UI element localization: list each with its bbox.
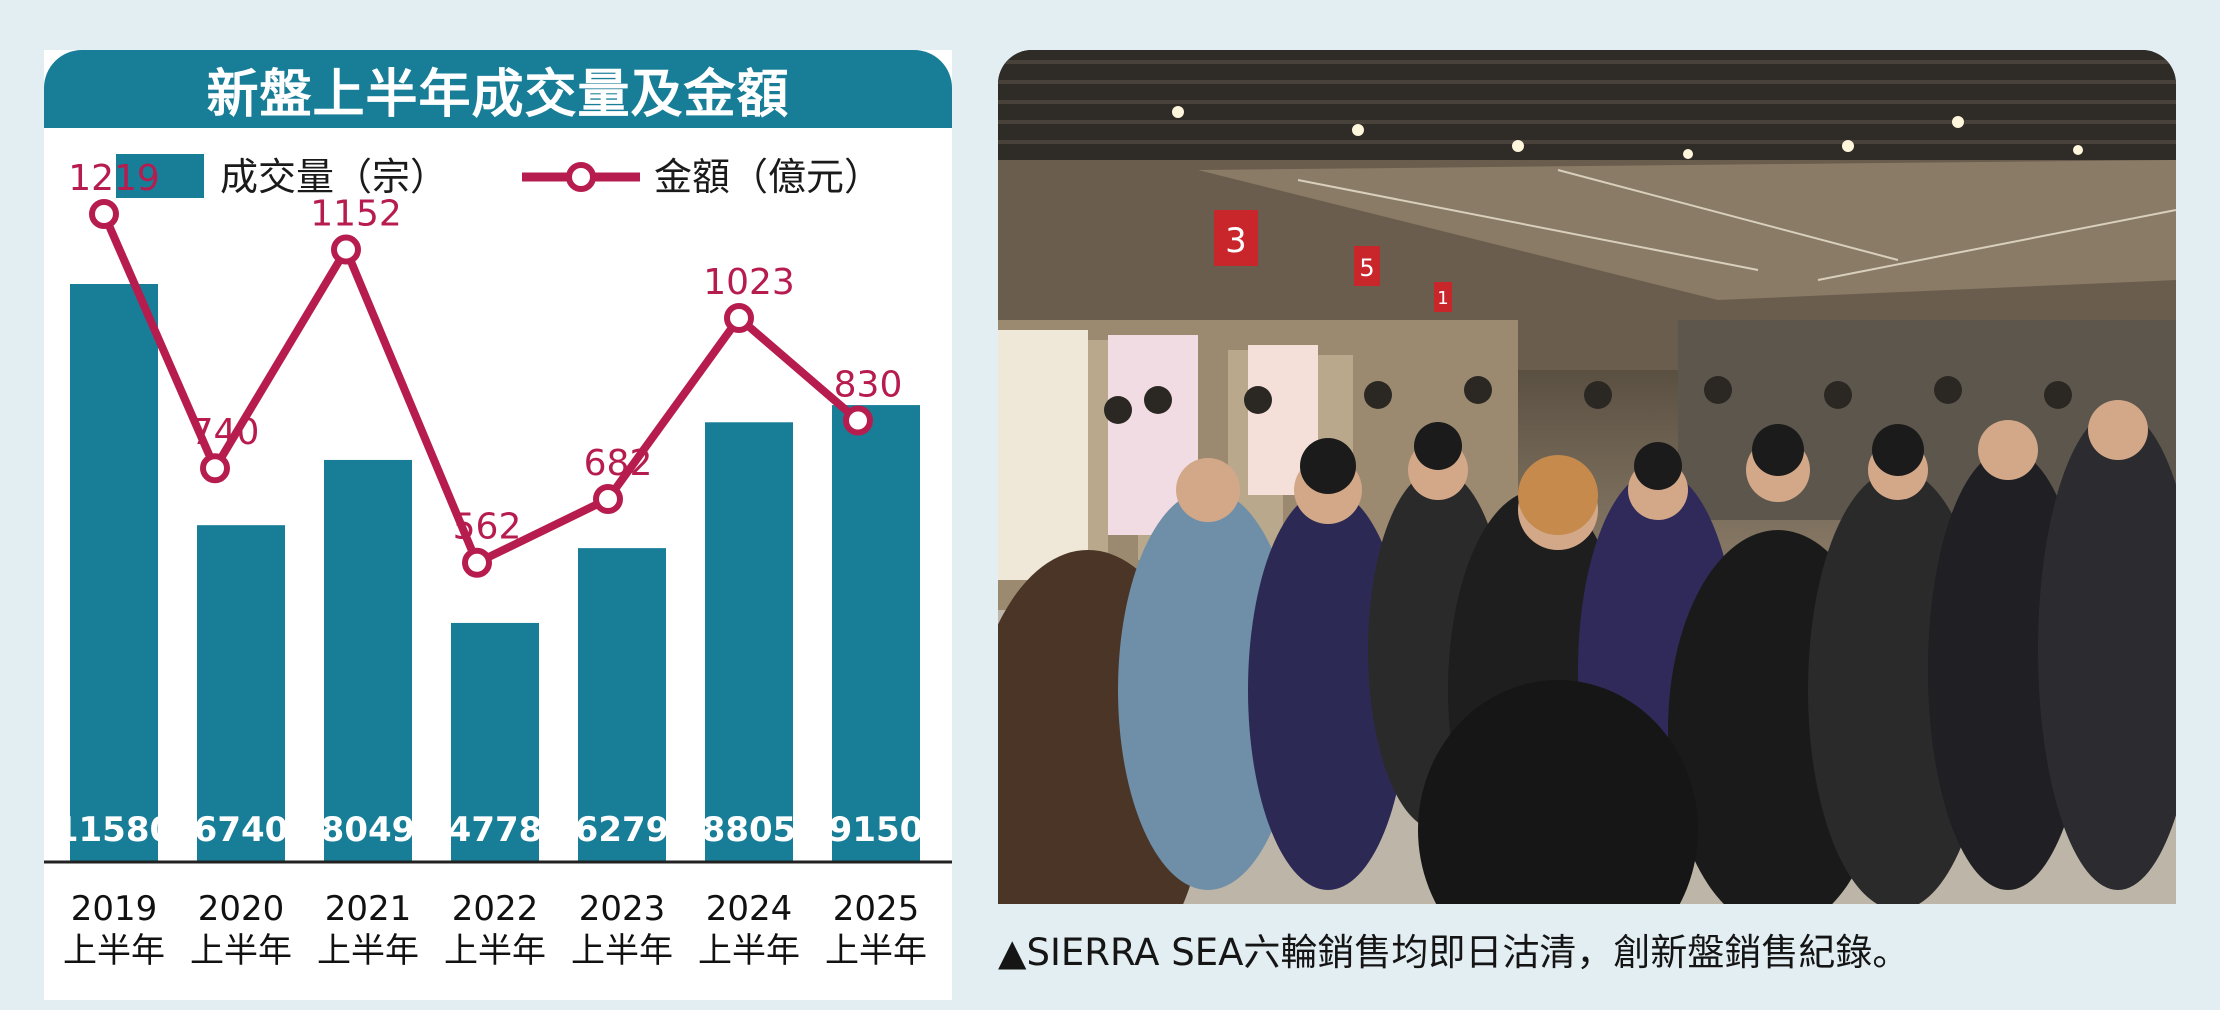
bar-value-label-2021: 8049 xyxy=(321,810,416,850)
bar-2019 xyxy=(70,284,158,861)
x-tick-year-2022: 2022 xyxy=(452,889,539,929)
bar-value-label-2022: 4778 xyxy=(448,810,543,850)
svg-text:3: 3 xyxy=(1225,221,1247,261)
line-value-label-2019: 1219 xyxy=(68,158,160,199)
legend-line-marker xyxy=(566,162,596,192)
x-tick-half-2019: 上半年 xyxy=(63,931,165,971)
svg-text:1: 1 xyxy=(1437,288,1448,309)
crowd-photo-icon: 3 5 1 xyxy=(998,50,2176,904)
bar-2021 xyxy=(324,459,412,861)
bar-value-label-2023: 6279 xyxy=(575,810,670,850)
bar-2024 xyxy=(705,422,793,861)
line-value-label-2025: 830 xyxy=(834,364,903,405)
booth-sign-5 xyxy=(1354,246,1380,286)
line-layer xyxy=(89,199,873,578)
exhibition-crowd-photo: 3 5 1 xyxy=(998,50,2176,904)
booth-sign-1 xyxy=(1434,282,1452,312)
x-tick-half-2022: 上半年 xyxy=(444,931,546,971)
line-point-2021 xyxy=(331,234,361,265)
chart-title: 新盤上半年成交量及金額 xyxy=(206,64,790,125)
line-point-2019 xyxy=(89,199,119,229)
photo-caption: ▲SIERRA SEA六輪銷售均即日沽清，創新盤銷售紀錄。 xyxy=(998,931,1910,974)
x-tick-half-2021: 上半年 xyxy=(317,931,419,971)
line-point-2022 xyxy=(462,547,492,578)
x-tick-half-2023: 上半年 xyxy=(571,931,673,971)
bar-value-label-2025: 9150 xyxy=(829,810,924,850)
bar-value-label-2024: 8805 xyxy=(702,810,797,850)
bar-2020 xyxy=(197,525,285,861)
x-tick-year-2024: 2024 xyxy=(706,889,793,929)
booth-sign-3 xyxy=(1214,210,1258,266)
bar-value-label-2020: 6740 xyxy=(194,810,289,850)
line-value-label-2020: 740 xyxy=(191,412,260,453)
x-tick-half-2020: 上半年 xyxy=(190,931,292,971)
bars-layer xyxy=(70,284,920,861)
bar-2023 xyxy=(578,548,666,861)
svg-text:5: 5 xyxy=(1359,254,1374,282)
line-value-label-2021: 1152 xyxy=(310,194,402,235)
x-tick-year-2020: 2020 xyxy=(198,889,285,929)
legend-line-label: 金額（億元） xyxy=(654,155,882,199)
legend-bar-swatch xyxy=(116,154,204,198)
x-tick-half-2024: 上半年 xyxy=(698,931,800,971)
bar-value-label-2019: 11580 xyxy=(55,810,173,850)
bar-2022 xyxy=(451,622,539,861)
x-tick-half-2025: 上半年 xyxy=(825,931,927,971)
line-point-2024 xyxy=(724,303,754,334)
x-tick-year-2021: 2021 xyxy=(325,889,412,929)
x-tick-year-2023: 2023 xyxy=(579,889,666,929)
x-tick-year-2019: 2019 xyxy=(71,889,158,929)
chart-title-banner: 新盤上半年成交量及金額 xyxy=(44,50,952,128)
chart-svg: 成交量（宗） 金額（億元） 115802019上半年67402020上半年804… xyxy=(44,154,952,971)
bar-2025 xyxy=(832,405,920,861)
line-point-2020 xyxy=(200,453,230,484)
line-value-label-2022: 562 xyxy=(453,507,522,548)
chart-panel: 新盤上半年成交量及金額 成交量（宗） 金額（億元） 11580 2019 上半年 67… xyxy=(44,50,952,1000)
line-point-2023 xyxy=(593,484,623,515)
line-point-2025 xyxy=(843,405,873,436)
labels-layer: 115802019上半年67402020上半年80492021上半年477820… xyxy=(55,158,927,971)
x-tick-year-2025: 2025 xyxy=(833,889,920,929)
line-value-label-2023: 682 xyxy=(584,443,653,484)
legend-bar-label: 成交量（宗） xyxy=(220,155,448,199)
line-value-label-2024: 1023 xyxy=(703,262,795,303)
